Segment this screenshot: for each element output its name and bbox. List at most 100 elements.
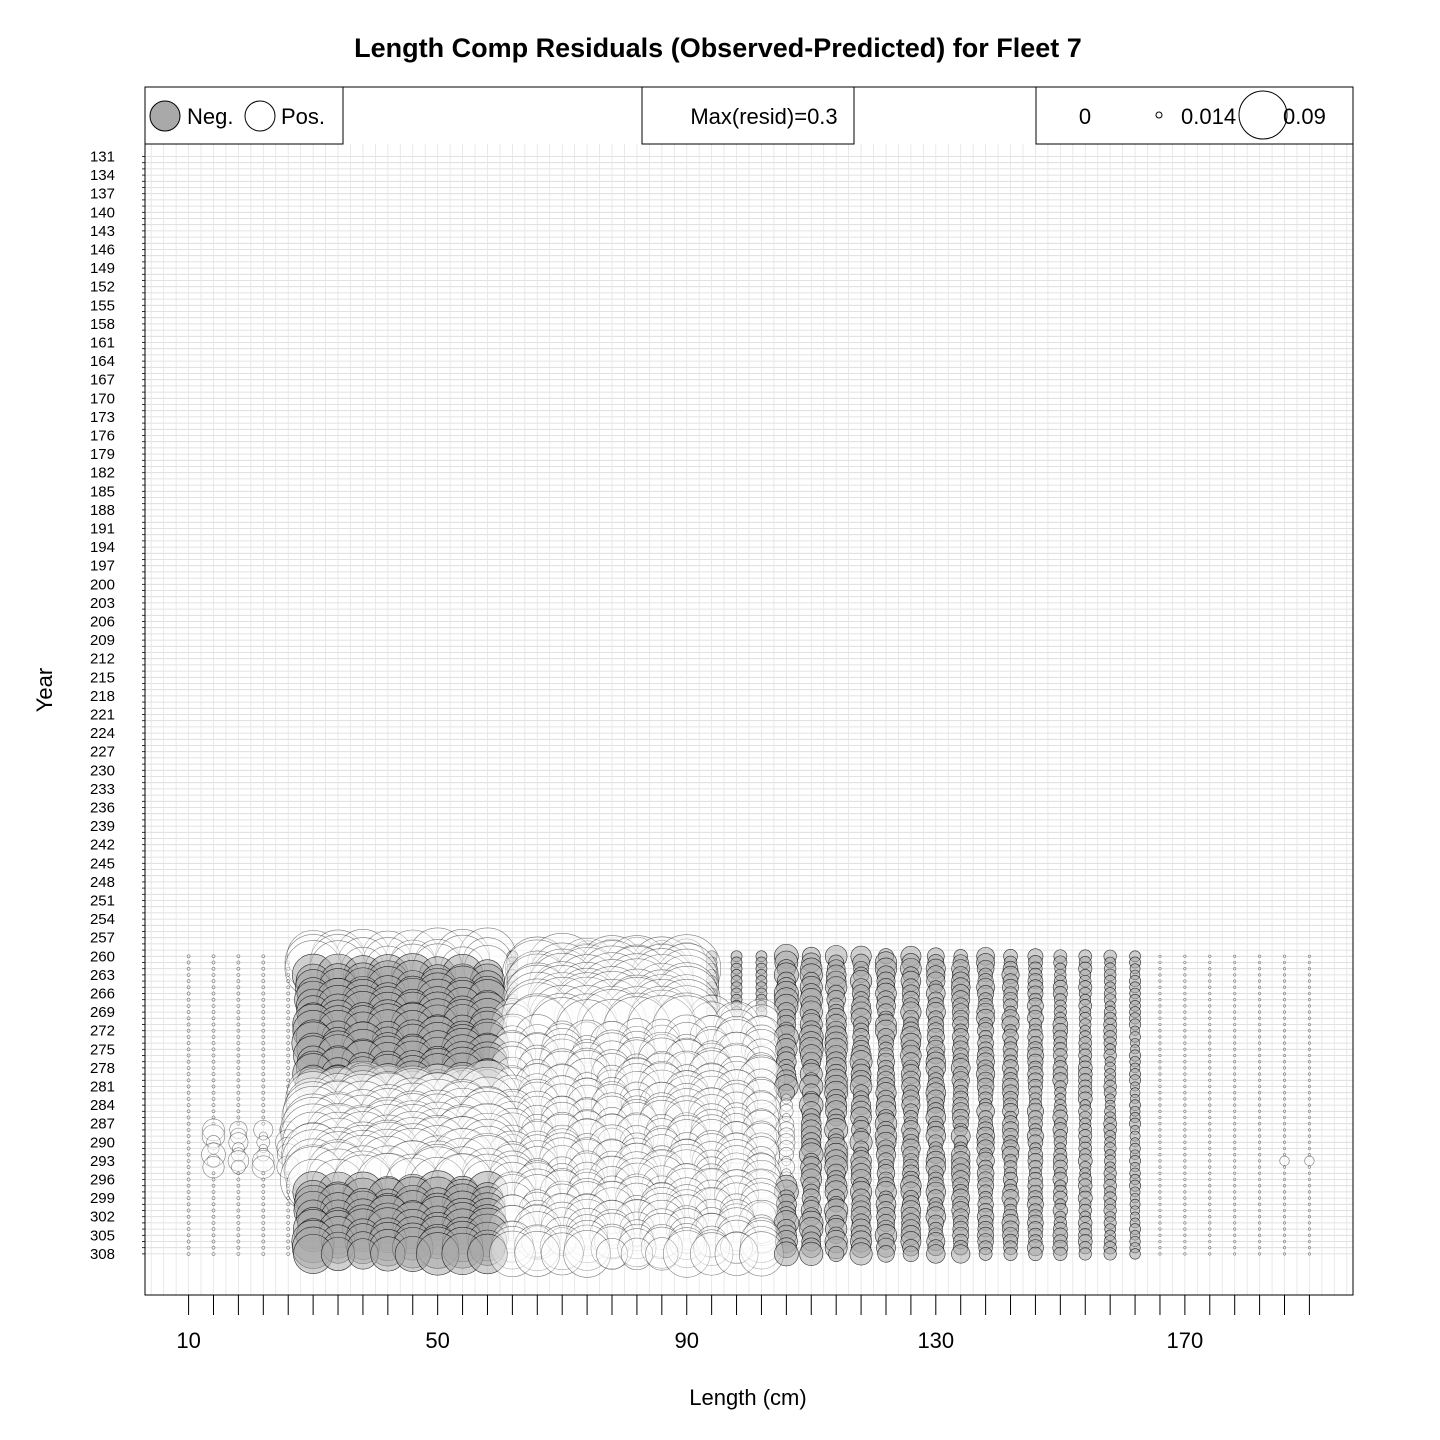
residual-bubble [689,1232,734,1276]
residual-bubble [1183,1060,1187,1064]
residual-bubble [1307,1227,1311,1231]
residual-bubble [211,1047,216,1052]
residual-bubble [714,1219,759,1264]
residual-bubble [1258,967,1262,971]
residual-bubble [211,1078,216,1083]
residual-bubble [1183,1016,1187,1020]
residual-bubble [1208,1022,1212,1027]
residual-bubble [1208,1171,1212,1175]
residual-bubble [1307,1022,1311,1027]
residual-bubble [498,1090,527,1120]
residual-bubble [1183,1109,1187,1113]
residual-bubble [538,1193,586,1241]
residual-bubble [690,1133,734,1177]
residual-bubble [186,1084,191,1089]
residual-bubble [186,1097,191,1101]
residual-bubble [1233,1128,1237,1132]
residual-bubble [1158,1202,1162,1206]
y-tick-label: 137 [90,186,115,203]
residual-bubble [1158,1066,1162,1070]
residual-bubble [1208,1233,1212,1237]
residual-bubble [1282,1233,1287,1237]
residual-bubble [236,1103,241,1107]
residual-bubble [1233,1221,1237,1225]
y-tick-label: 284 [90,1097,115,1114]
residual-bubble [261,1041,266,1045]
y-tick-label: 281 [90,1079,115,1096]
residual-bubble [1258,1097,1262,1101]
residual-bubble [663,1230,711,1278]
residual-bubble [902,1245,920,1263]
residual-bubble [745,1076,778,1109]
residual-bubble [1158,1004,1162,1008]
residual-bubble [261,1121,266,1126]
residual-bubble [186,1103,191,1107]
residual-bubble [236,1097,241,1101]
residual-bubble [1258,1016,1262,1020]
residual-bubble [1158,1134,1162,1138]
residual-bubble [1258,1004,1262,1008]
residual-bubble [1307,1053,1311,1058]
residual-bubble [261,997,266,1002]
residual-bubble [1307,1084,1311,1089]
residual-bubble [1233,1202,1237,1206]
residual-bubble [1307,1146,1311,1151]
residual-bubble [230,1127,247,1145]
residual-bubble [1158,1109,1162,1113]
residual-bubble [186,973,191,977]
residual-bubble [1208,1146,1212,1151]
residual-bubble [494,1124,530,1160]
residual-bubble [211,1233,216,1238]
residual-bubble [1208,1060,1212,1064]
residual-bubble [1282,1053,1287,1058]
residual-bubble [236,1177,241,1182]
residual-bubble [1158,1122,1162,1126]
residual-bubble [1208,1072,1212,1076]
residual-bubble [713,1175,760,1221]
residual-bubble [1307,1078,1311,1082]
residual-bubble [186,1227,191,1231]
y-tick-label: 143 [90,223,115,240]
residual-bubble [715,1158,758,1201]
residual-bubble [1233,1233,1237,1237]
residual-bubble [186,1047,191,1052]
residual-bubble [1258,1134,1262,1138]
residual-bubble [799,1241,824,1266]
residual-bubble [1233,1016,1237,1020]
residual-bubble [1258,960,1262,965]
residual-bubble [261,1214,266,1219]
residual-bubble [1307,1246,1311,1250]
residual-bubble [1282,1115,1287,1120]
residual-bubble [211,973,216,977]
residual-bubble [1258,1122,1262,1126]
residual-bubble [1183,1153,1187,1157]
residual-bubble [694,1149,730,1185]
residual-bubble [236,1028,241,1033]
residual-bubble [1233,1047,1237,1051]
residual-bubble [186,985,191,990]
legend-size-symbol-1 [1155,111,1163,119]
residual-bubble [1208,1010,1212,1014]
residual-bubble [777,1121,795,1139]
y-tick-label: 266 [90,986,115,1003]
residual-bubble [286,979,291,983]
residual-bubble [1258,1184,1262,1188]
y-tick-label: 149 [90,260,115,277]
residual-bubble [514,1224,561,1271]
residual-bubble [1158,1239,1162,1244]
residual-bubble [236,1084,241,1089]
y-tick-label: 212 [90,651,115,668]
residual-bubble [1282,1066,1287,1070]
residual-bubble [590,1040,634,1083]
residual-bubble [186,1090,191,1095]
residual-bubble [286,1041,291,1045]
x-tick-label: 10 [176,1328,200,1353]
y-tick-label: 152 [90,279,115,296]
residual-bubble [638,1082,685,1129]
residual-bubble [1258,1159,1262,1163]
residual-bubble [186,1059,191,1064]
residual-bubble [1208,1190,1212,1194]
residual-bubble [631,969,692,1030]
residual-bubble [1282,1146,1287,1151]
residual-bubble [286,1028,291,1033]
